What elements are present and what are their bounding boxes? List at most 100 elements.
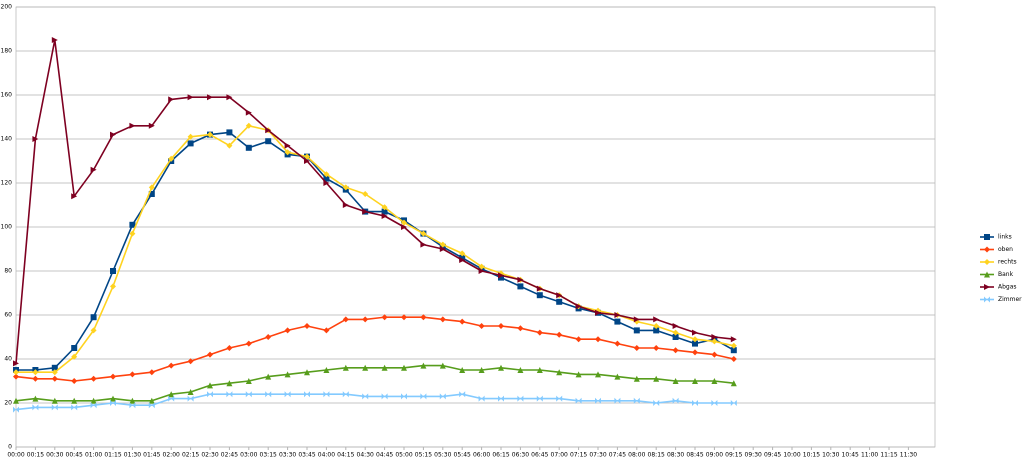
series-line <box>16 131 735 371</box>
x-tick-label: 02:15 <box>182 452 199 459</box>
marker <box>71 353 78 360</box>
marker <box>653 400 660 406</box>
marker <box>692 336 698 343</box>
marker <box>595 336 601 343</box>
marker <box>90 327 97 334</box>
marker <box>110 131 116 138</box>
marker <box>284 149 291 156</box>
marker <box>575 397 582 404</box>
x-tick-label: 07:00 <box>551 452 568 459</box>
marker <box>459 250 466 257</box>
x-tick-label: 08:15 <box>648 452 665 459</box>
marker <box>672 347 679 354</box>
marker <box>672 397 679 404</box>
marker <box>984 259 990 265</box>
y-tick-label: 120 <box>1 180 13 187</box>
marker <box>459 367 466 373</box>
series-line <box>15 364 734 402</box>
marker <box>187 94 194 101</box>
x-tick-label: 04:45 <box>376 452 393 459</box>
marker <box>536 329 543 336</box>
marker <box>672 329 679 336</box>
marker <box>304 391 310 398</box>
plot-frame <box>15 6 936 448</box>
marker <box>284 371 291 378</box>
marker <box>517 283 524 290</box>
marker <box>148 402 155 409</box>
marker <box>556 395 563 402</box>
marker <box>148 369 155 376</box>
y-tick-label: 140 <box>1 136 13 143</box>
series-line <box>15 39 734 364</box>
marker <box>32 404 39 411</box>
marker <box>420 393 427 400</box>
marker <box>614 318 621 325</box>
x-tick-label: 10:30 <box>822 452 839 459</box>
marker <box>362 191 369 197</box>
marker <box>148 184 155 191</box>
x-tick-label: 09:15 <box>725 452 742 459</box>
y-tick-label: 60 <box>4 312 12 319</box>
marker <box>633 316 640 323</box>
marker <box>245 144 252 151</box>
marker <box>730 336 737 343</box>
marker <box>32 395 39 402</box>
marker <box>575 336 582 343</box>
x-tick-label: 06:15 <box>492 452 509 459</box>
x-tick-label: 09:00 <box>706 452 723 459</box>
marker <box>692 329 698 336</box>
x-tick-label: 09:45 <box>764 452 781 459</box>
x-tick-label: 07:30 <box>589 452 606 459</box>
marker <box>439 362 446 369</box>
marker <box>71 193 78 200</box>
marker <box>439 393 446 400</box>
marker <box>187 133 194 140</box>
x-tick-label: 03:30 <box>279 452 296 459</box>
marker <box>71 345 78 351</box>
marker <box>148 397 155 404</box>
marker <box>420 241 427 248</box>
marker <box>265 391 272 398</box>
marker <box>51 37 58 43</box>
marker <box>226 345 233 351</box>
marker <box>207 382 213 389</box>
x-tick-label: 04:15 <box>337 452 354 459</box>
marker <box>459 257 466 263</box>
marker <box>420 230 427 237</box>
y-tick-label: 80 <box>4 268 12 275</box>
marker <box>265 373 272 380</box>
marker <box>478 268 485 274</box>
marker <box>362 316 369 323</box>
marker <box>536 292 543 299</box>
marker <box>381 208 388 215</box>
x-tick-label: 04:00 <box>318 452 335 459</box>
marker <box>439 241 446 248</box>
marker <box>517 395 524 402</box>
marker <box>245 378 252 384</box>
marker <box>381 364 388 371</box>
marker <box>110 400 116 406</box>
marker <box>498 272 504 279</box>
marker <box>517 367 524 373</box>
marker <box>207 351 213 358</box>
legend-label: Zimmer <box>998 296 1022 303</box>
x-tick-label: 02:00 <box>163 452 180 459</box>
marker <box>459 318 466 325</box>
marker <box>342 391 349 398</box>
marker <box>692 349 698 356</box>
marker <box>362 364 369 371</box>
marker <box>13 397 19 404</box>
marker <box>168 395 175 402</box>
marker <box>556 331 563 338</box>
marker <box>51 369 58 376</box>
marker <box>401 224 407 230</box>
x-tick-label: 00:45 <box>66 452 83 459</box>
marker <box>32 375 39 382</box>
x-tick-label: 05:45 <box>454 452 471 459</box>
marker <box>71 404 78 411</box>
marker <box>692 340 698 347</box>
y-tick-label: 180 <box>1 48 13 55</box>
marker <box>478 323 485 329</box>
marker <box>245 122 252 129</box>
